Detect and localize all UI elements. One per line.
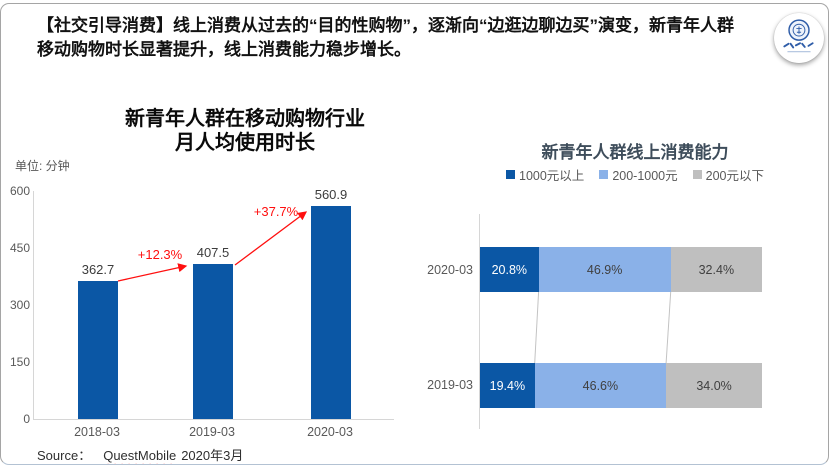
- segment-under200: 34.0%: [666, 363, 762, 408]
- y-axis-tick: 300: [9, 298, 30, 312]
- university-seal-icon: [783, 19, 814, 53]
- bar-value-label: 560.9: [314, 186, 348, 202]
- growth-label-2: +37.7%: [253, 204, 299, 219]
- bar-2020-03: [311, 205, 351, 419]
- bar-value-label: 362.7: [81, 262, 115, 278]
- slide: 【社交引导消费】线上消费从过去的“目的性购物”，逐渐向“边逛边聊边买”演变，新青…: [0, 3, 829, 465]
- stacked-bar-2019-03: 19.4% 46.6% 34.0%: [480, 363, 762, 408]
- y-axis-tick: 450: [9, 241, 30, 255]
- legend-label: 200元以下: [705, 169, 764, 183]
- headline: 【社交引导消费】线上消费从过去的“目的性购物”，逐渐向“边逛边聊边买”演变，新青…: [37, 16, 734, 59]
- segment-200-1000: 46.6%: [534, 363, 667, 408]
- legend-item-200-1000: 200-1000元: [599, 165, 678, 184]
- growth-label-1: +12.3%: [137, 247, 183, 262]
- legend-label: 200-1000元: [612, 169, 678, 183]
- segment-200-1000: 46.9%: [538, 247, 671, 292]
- unit-label: 单位: 分钟: [15, 159, 70, 173]
- segment-label: 32.4%: [698, 262, 735, 277]
- y-axis-tick: 600: [9, 184, 30, 198]
- source-line: Source： QuestMobile 2020年3月: [37, 445, 243, 464]
- stacked-bar-2020-03: 20.8% 46.9% 32.4%: [480, 247, 762, 292]
- x-axis-label: 2018-03: [74, 425, 120, 439]
- legend-item-1000plus: 1000元以上: [506, 165, 584, 184]
- left-chart-title-line1: 新青年人群在移动购物行业: [125, 108, 365, 130]
- growth-arrows: [117, 211, 308, 282]
- row-label-2020-03: 2020-03: [427, 263, 473, 277]
- left-chart-title-line2: 月人均使用时长: [175, 132, 315, 154]
- bar-group-2019-03: 407.5: [193, 245, 233, 419]
- left-chart-plot-area: 362.7 407.5 560.9 +12.3% +37.7%: [33, 187, 394, 420]
- y-axis-ticks: 600 450 300 150 0: [3, 184, 30, 426]
- row-label-2019-03: 2019-03: [427, 378, 473, 392]
- growth-arrow-2: [234, 211, 308, 266]
- y-axis-line: [479, 214, 480, 429]
- source-name: QuestMobile: [103, 448, 177, 463]
- legend-marker-icon: [506, 170, 515, 179]
- segment-label: 20.8%: [491, 262, 528, 277]
- source-date: 2020年3月: [181, 448, 244, 463]
- series-connector-lines: [534, 292, 672, 363]
- legend-marker-icon: [599, 170, 609, 179]
- segment-label: 46.6%: [582, 378, 619, 393]
- bar-value-label: 407.5: [196, 245, 230, 261]
- x-axis-label: 2020-03: [307, 425, 353, 439]
- right-chart-plot-area: 2020-03 2019-03 20.8% 46.9% 32.4% 19.4% …: [425, 214, 805, 432]
- growth-arrow-1: [117, 263, 188, 282]
- segment-1000plus: 19.4%: [480, 363, 535, 408]
- y-axis-tick: 150: [9, 355, 30, 369]
- x-axis-label: 2019-03: [189, 425, 235, 439]
- legend-item-under200: 200元以下: [692, 165, 764, 184]
- legend-label: 1000元以上: [519, 169, 585, 183]
- legend-marker-icon: [692, 170, 702, 179]
- series-connector: [534, 292, 540, 363]
- segment-label: 19.4%: [489, 378, 526, 393]
- left-chart-title: 新青年人群在移动购物行业 月人均使用时长: [95, 107, 395, 155]
- bar-group-2020-03: 560.9: [311, 187, 351, 419]
- legend: 1000元以上 200-1000元 200元以下: [455, 165, 815, 184]
- segment-under200: 32.4%: [670, 247, 762, 292]
- right-chart-title: 新青年人群线上消费能力: [541, 143, 729, 162]
- university-logo: [774, 13, 824, 63]
- bar-2019-03: [193, 264, 233, 419]
- bar-2018-03: [78, 281, 118, 419]
- segment-label: 34.0%: [696, 378, 732, 393]
- segment-1000plus: 20.8%: [480, 247, 539, 292]
- series-connector: [665, 292, 672, 363]
- y-axis-tick: 0: [23, 412, 30, 426]
- bar-group-2018-03: 362.7: [78, 262, 118, 419]
- segment-label: 46.9%: [586, 262, 623, 277]
- source-label: Source：: [37, 448, 92, 463]
